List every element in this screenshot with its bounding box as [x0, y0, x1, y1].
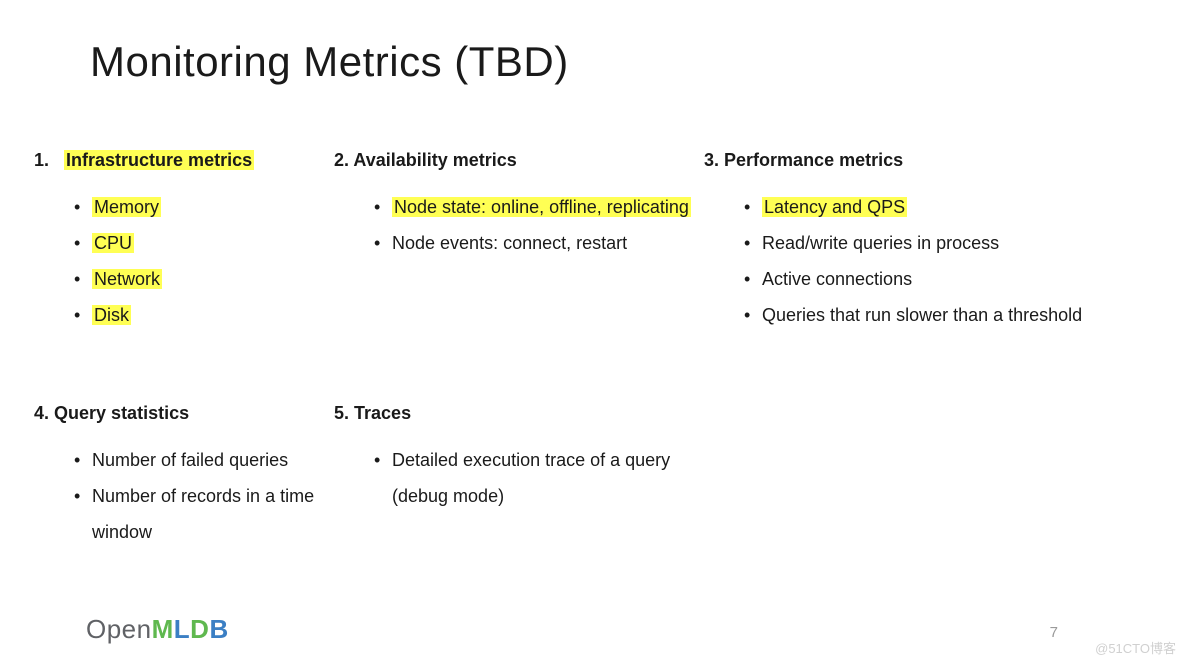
item-text: Active connections — [762, 269, 912, 289]
logo-d: D — [190, 614, 209, 644]
section-num: 5. — [334, 403, 349, 423]
bullet-list: Node state: online, offline, replicating… — [334, 189, 694, 261]
section-num: 1. — [34, 150, 49, 170]
logo-l: L — [174, 614, 190, 644]
logo-m: M — [152, 614, 174, 644]
bullet-list: Detailed execution trace of a query (deb… — [334, 442, 694, 514]
logo-open: Open — [86, 614, 152, 644]
item-text: Detailed execution trace of a query (deb… — [392, 450, 670, 506]
bullet-list: Number of failed queries Number of recor… — [34, 442, 324, 550]
bullet-list: Memory CPU Network Disk — [34, 189, 324, 333]
section-num: 3. — [704, 150, 719, 170]
item-text: Disk — [92, 305, 131, 325]
section-infrastructure: 1. Infrastructure metrics Memory CPU Net… — [34, 150, 324, 333]
slide-title: Monitoring Metrics (TBD) — [90, 38, 569, 86]
item-text: Number of failed queries — [92, 450, 288, 470]
section-traces: 5. Traces Detailed execution trace of a … — [334, 403, 694, 550]
item-text: Node state: online, offline, replicating — [392, 197, 691, 217]
content-grid: 1. Infrastructure metrics Memory CPU Net… — [34, 150, 1160, 550]
list-item: Memory — [34, 189, 324, 225]
item-text: Network — [92, 269, 162, 289]
item-text: Number of records in a time window — [92, 486, 314, 542]
list-item: Disk — [34, 297, 324, 333]
list-item: Number of records in a time window — [34, 478, 324, 550]
page-number: 7 — [1050, 624, 1058, 641]
heading-text: Query statistics — [54, 403, 189, 423]
list-item: Number of failed queries — [34, 442, 324, 478]
heading-text: Traces — [354, 403, 411, 423]
list-item: Node events: connect, restart — [334, 225, 694, 261]
section-heading: 3. Performance metrics — [704, 150, 903, 171]
list-item: Latency and QPS — [704, 189, 1160, 225]
list-item: CPU — [34, 225, 324, 261]
item-text: Node events: connect, restart — [392, 233, 627, 253]
section-num: 4. — [34, 403, 49, 423]
section-heading: 4. Query statistics — [34, 403, 189, 424]
item-text: Read/write queries in process — [762, 233, 999, 253]
heading-text: Performance metrics — [724, 150, 903, 170]
section-heading: 5. Traces — [334, 403, 411, 424]
section-heading: 2. Availability metrics — [334, 150, 517, 171]
section-num: 2. — [334, 150, 349, 170]
logo-b: B — [209, 614, 228, 644]
item-text: Queries that run slower than a threshold — [762, 305, 1082, 325]
section-query-statistics: 4. Query statistics Number of failed que… — [34, 403, 324, 550]
list-item: Queries that run slower than a threshold — [704, 297, 1160, 333]
section-heading: 1. Infrastructure metrics — [34, 150, 254, 171]
list-item: Detailed execution trace of a query (deb… — [334, 442, 694, 514]
list-item: Read/write queries in process — [704, 225, 1160, 261]
list-item: Network — [34, 261, 324, 297]
heading-text: Infrastructure metrics — [64, 150, 254, 170]
heading-text: Availability metrics — [353, 150, 516, 170]
section-performance: 3. Performance metrics Latency and QPS R… — [704, 150, 1160, 333]
item-text: Latency and QPS — [762, 197, 907, 217]
openmldb-logo: OpenMLDB — [86, 614, 229, 645]
item-text: Memory — [92, 197, 161, 217]
section-availability: 2. Availability metrics Node state: onli… — [334, 150, 694, 333]
item-text: CPU — [92, 233, 134, 253]
list-item: Node state: online, offline, replicating — [334, 189, 694, 225]
watermark: @51CTO博客 — [1095, 638, 1176, 657]
bullet-list: Latency and QPS Read/write queries in pr… — [704, 189, 1160, 333]
list-item: Active connections — [704, 261, 1160, 297]
